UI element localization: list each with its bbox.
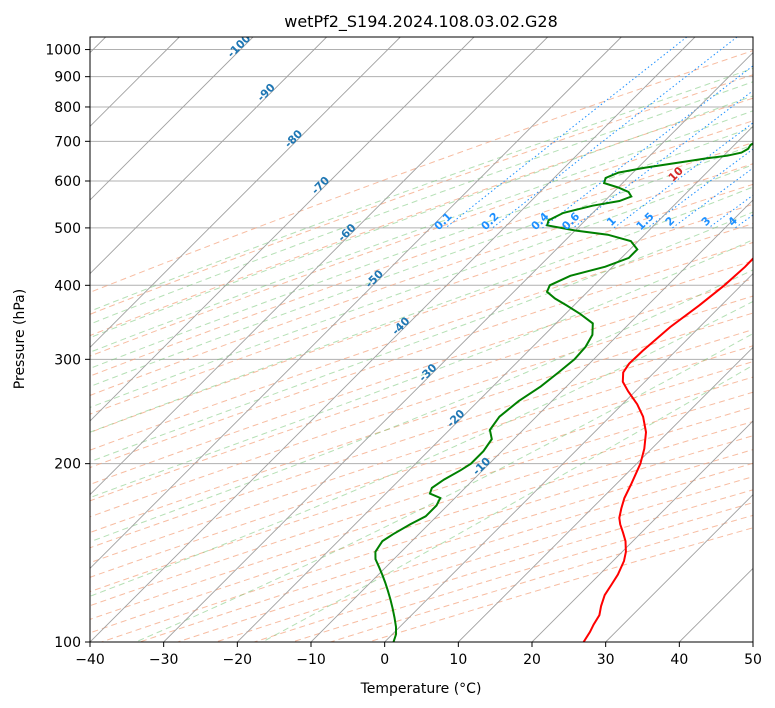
x-tick-label: 40 — [670, 652, 688, 668]
moist-adiabat — [90, 164, 753, 408]
isotherm-line — [237, 125, 753, 642]
x-tick-label: −10 — [296, 652, 326, 668]
dry-adiabat — [90, 142, 753, 377]
isotherm-line — [605, 494, 753, 642]
moist-adiabat — [135, 333, 753, 642]
plot-background — [90, 37, 753, 642]
dry-adiabat — [90, 97, 753, 337]
isotherms — [90, 37, 753, 642]
x-tick-label: 20 — [523, 652, 541, 668]
isotherm-line — [531, 420, 753, 642]
isotherm-line — [310, 199, 753, 642]
axes: −40 −30 −20 −10 0 10 20 30 40 50 1000 900 800 700 600 5… — [45, 43, 762, 668]
y-tick-label: 100 — [54, 635, 81, 651]
moist-adiabat — [90, 110, 753, 353]
isotherm-line — [90, 37, 254, 201]
moist-adiabat — [90, 126, 753, 369]
y-tick-label: 300 — [54, 352, 81, 368]
y-tick-label: 1000 — [45, 43, 81, 59]
y-tick-label: 700 — [54, 134, 81, 150]
dry-adiabat — [90, 50, 753, 293]
sounding-series — [374, 142, 753, 642]
mixing-ratio-line — [572, 90, 753, 229]
dry-adiabat — [90, 312, 753, 534]
x-tick-label: 0 — [380, 652, 389, 668]
moist-adiabat — [262, 364, 753, 642]
mixing-ratio-label: 6 — [764, 214, 775, 229]
y-tick-label: 800 — [54, 100, 81, 116]
x-tick-label: 30 — [597, 652, 615, 668]
mixing-ratio-line — [672, 167, 753, 229]
dry-adiabat — [90, 74, 753, 315]
dry-adiabat — [90, 278, 753, 502]
grid-lines — [90, 49, 753, 642]
y-tick-label: 400 — [54, 278, 81, 294]
moist-adiabat — [90, 211, 753, 463]
y-tick-label: 600 — [54, 174, 81, 190]
y-tick-label: 200 — [54, 457, 81, 473]
moist-adiabat — [90, 186, 753, 433]
dry-adiabat — [90, 329, 753, 549]
x-tick-label: −20 — [223, 652, 253, 668]
isotherm-line — [458, 346, 753, 642]
mixing-ratio-line — [542, 65, 753, 229]
isotherm-line — [90, 37, 548, 496]
y-axis-title: Pressure (hPa) — [12, 289, 28, 389]
isotherm-line — [752, 641, 753, 642]
x-tick-label: 10 — [449, 652, 467, 668]
x-tick-label: 50 — [744, 652, 762, 668]
y-tick-label: 900 — [54, 70, 81, 86]
dry-adiabat — [90, 391, 753, 607]
dry-adiabat — [90, 223, 753, 451]
isotherm-line — [163, 52, 753, 642]
isotherm-line — [90, 37, 327, 275]
dry-adiabat — [90, 183, 753, 415]
dewpoint-line — [374, 142, 753, 642]
moist-adiabats — [90, 67, 753, 642]
chart-title: wetPf2_S194.2024.108.03.02.G28 — [284, 12, 558, 32]
plot-frame — [89, 36, 754, 643]
x-axis-title: Temperature (°C) — [360, 681, 482, 697]
isotherm-line — [384, 273, 753, 642]
x-tick-label: −30 — [149, 652, 179, 668]
isotherm-line — [90, 37, 696, 642]
moist-adiabat — [90, 95, 753, 339]
isotherm-line — [90, 37, 401, 348]
moist-adiabat — [90, 144, 753, 388]
isotherm-line — [90, 37, 475, 422]
isotherm-line — [90, 37, 622, 569]
x-tick-label: −40 — [75, 652, 105, 668]
y-tick-label: 500 — [54, 221, 81, 237]
temperature-line — [582, 257, 753, 642]
dry-adiabat — [90, 163, 753, 396]
